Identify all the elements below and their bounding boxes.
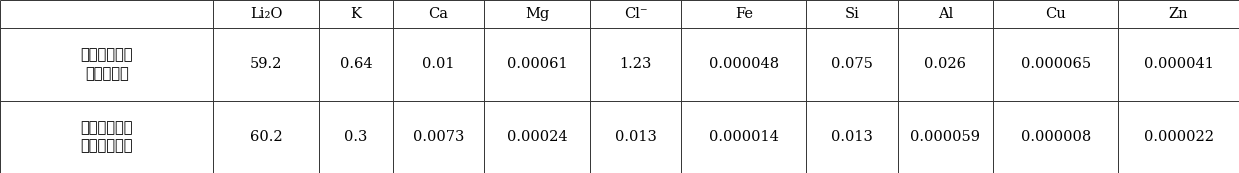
Text: 传统沉锂所用
硫酸锂溶液: 传统沉锂所用 硫酸锂溶液 [81,47,133,81]
Text: Si: Si [845,7,860,21]
Text: 0.000014: 0.000014 [709,130,779,144]
Text: 0.000008: 0.000008 [1021,130,1090,144]
Text: Zn: Zn [1168,7,1188,21]
Text: 0.000059: 0.000059 [911,130,980,144]
Text: 0.075: 0.075 [831,57,873,71]
Text: 0.026: 0.026 [924,57,966,71]
Text: 0.000022: 0.000022 [1144,130,1214,144]
Text: 0.64: 0.64 [339,57,373,71]
Text: 0.0073: 0.0073 [413,130,465,144]
Text: Cl⁻: Cl⁻ [624,7,648,21]
Text: Fe: Fe [735,7,753,21]
Text: 0.013: 0.013 [615,130,657,144]
Text: 60.2: 60.2 [250,130,282,144]
Text: Mg: Mg [525,7,549,21]
Text: 0.01: 0.01 [422,57,455,71]
Text: 0.00061: 0.00061 [507,57,567,71]
Text: 0.013: 0.013 [831,130,873,144]
Text: Li₂O: Li₂O [250,7,282,21]
Text: 本发明沉锂所
用硫酸锂溶液: 本发明沉锂所 用硫酸锂溶液 [81,120,133,154]
Text: 0.000048: 0.000048 [709,57,779,71]
Text: 59.2: 59.2 [250,57,282,71]
Text: K: K [351,7,362,21]
Text: Al: Al [938,7,953,21]
Text: Cu: Cu [1046,7,1067,21]
Text: 0.000041: 0.000041 [1144,57,1214,71]
Text: 1.23: 1.23 [620,57,652,71]
Text: 0.00024: 0.00024 [507,130,567,144]
Text: 0.000065: 0.000065 [1021,57,1090,71]
Text: Ca: Ca [429,7,449,21]
Text: 0.3: 0.3 [344,130,368,144]
